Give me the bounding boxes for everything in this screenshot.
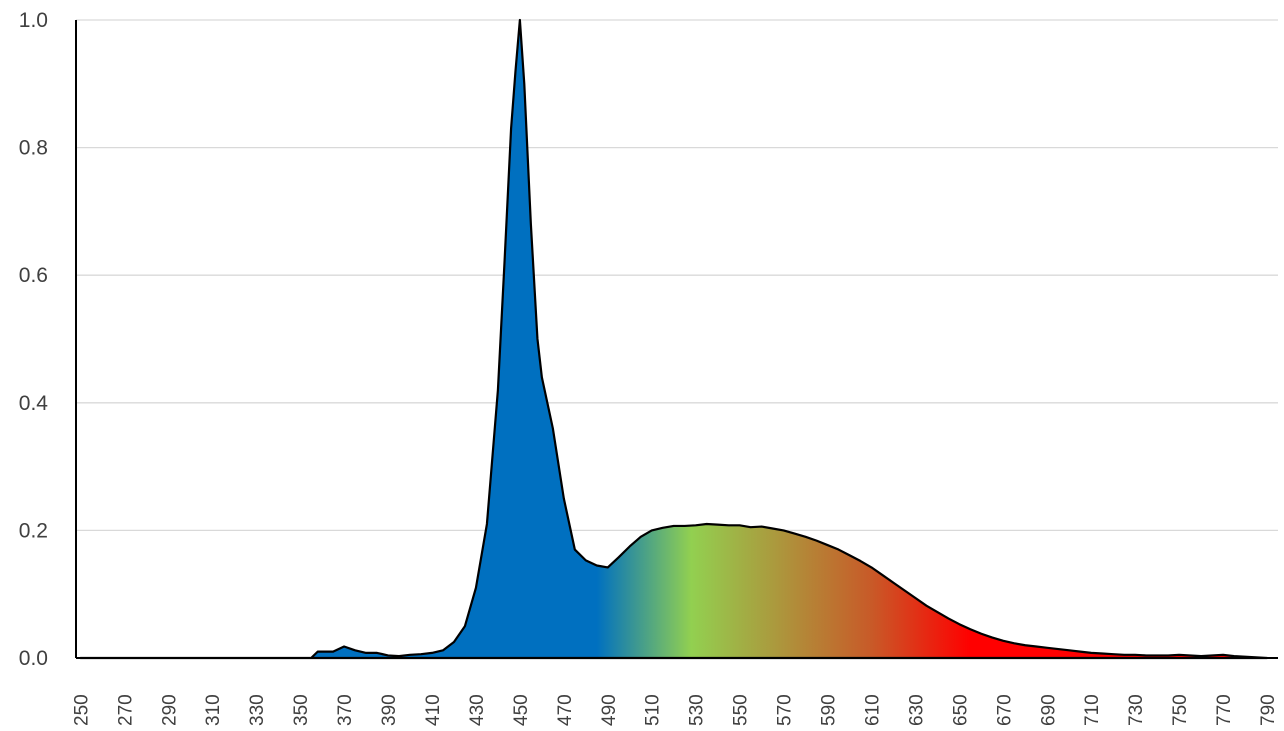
x-tick-label: 770 [1214, 694, 1235, 726]
x-tick-label: 490 [599, 694, 620, 726]
x-tick-label: 630 [906, 694, 927, 726]
gridlines [76, 19, 1278, 532]
x-tick-label: 750 [1170, 694, 1191, 726]
y-tick-label: 0.0 [19, 647, 48, 670]
y-axis-ticks: 0.0 0.2 0.4 0.6 0.8 1.0 [19, 9, 49, 670]
x-tick-label: 690 [1038, 694, 1059, 726]
x-tick-label: 610 [862, 694, 883, 726]
x-tick-label: 390 [379, 694, 400, 726]
x-tick-label: 370 [335, 694, 356, 726]
x-tick-label: 290 [159, 694, 180, 726]
x-tick-label: 570 [775, 694, 796, 726]
x-tick-label: 510 [643, 694, 664, 726]
x-tick-label: 590 [819, 694, 840, 726]
y-tick-label: 1.0 [19, 9, 48, 32]
x-tick-label: 450 [511, 694, 532, 726]
y-tick-label: 0.8 [19, 137, 48, 160]
x-tick-label: 310 [203, 694, 224, 726]
x-tick-label: 710 [1082, 694, 1103, 726]
x-tick-label: 670 [994, 694, 1015, 726]
y-tick-label: 0.4 [19, 392, 49, 415]
spectrum-area [79, 18, 1269, 660]
x-tick-label: 430 [467, 694, 488, 726]
x-tick-label: 250 [71, 694, 92, 726]
x-tick-label: 350 [291, 694, 312, 726]
x-tick-label: 530 [687, 694, 708, 726]
x-tick-label: 410 [423, 694, 444, 726]
x-tick-label: 330 [247, 694, 268, 726]
y-tick-label: 0.2 [19, 519, 48, 542]
x-axis-ticks: 250 270 290 310 330 350 370 390 410 430 450 470 490 5… [71, 694, 1279, 726]
x-tick-label: 730 [1126, 694, 1147, 726]
x-tick-label: 270 [115, 694, 136, 726]
x-tick-label: 650 [950, 694, 971, 726]
x-tick-label: 550 [731, 694, 752, 726]
y-tick-label: 0.6 [19, 264, 48, 287]
x-tick-label: 470 [555, 694, 576, 726]
x-tick-label: 790 [1258, 694, 1279, 726]
